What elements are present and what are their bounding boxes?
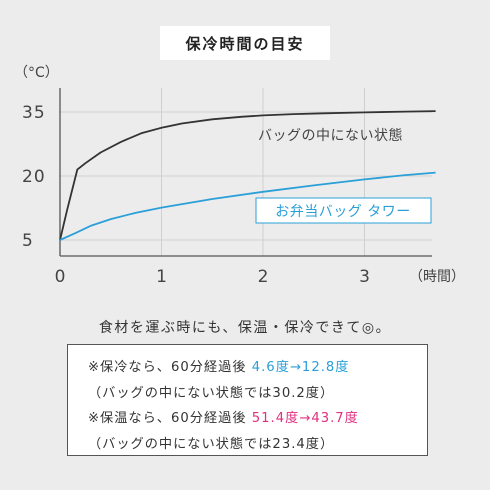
axis-tick-labels: 5 20 35 0 1 2 3 （時間） (22, 103, 465, 287)
y-tick-label: 20 (22, 167, 46, 187)
notes-box: ※保冷なら、60分経過後 4.6度→12.8度 （バッグの中にない状態では30.… (67, 344, 428, 456)
x-tick-label: 1 (156, 267, 167, 287)
series-line-bento-bag-tower (59, 171, 436, 241)
x-tick-label: 0 (55, 267, 66, 287)
x-tick-label: 2 (258, 267, 269, 287)
y-axis-unit-label: （°C） (14, 65, 59, 81)
y-tick-label: 35 (22, 103, 46, 123)
note-warm-comparison: （バッグの中にない状態では23.4度） (88, 436, 335, 452)
note-cold-value: 4.6度→12.8度 (251, 360, 350, 375)
series-lines (59, 110, 436, 241)
note-warm-prefix: ※保温なら、60分経過後 (88, 411, 252, 426)
x-axis-unit-label: （時間） (409, 269, 465, 285)
series-label-box (255, 197, 432, 224)
series-line-bag-absent (59, 110, 436, 241)
chart-title: 保冷時間の目安 (160, 26, 330, 60)
grid-lines (60, 88, 432, 256)
caption-text: 食材を運ぶ時にも、保温・保冷できて◎。 (98, 320, 392, 336)
note-cold-comparison: （バッグの中にない状態では30.2度） (88, 385, 335, 401)
series-label-bento-bag-tower: お弁当バッグ タワー (275, 204, 410, 220)
note-cold-line: ※保冷なら、60分経過後 4.6度→12.8度 (88, 355, 427, 381)
y-tick-label: 5 (22, 231, 34, 251)
series-label-box-bento: お弁当バッグ タワー (255, 197, 432, 224)
axes (59, 88, 432, 257)
note-warm-line: ※保温なら、60分経過後 51.4度→43.7度 (88, 406, 427, 432)
series-label-bag-absent: バッグの中にない状態 (258, 128, 403, 144)
x-tick-label: 3 (359, 267, 370, 287)
note-warm-value: 51.4度→43.7度 (251, 411, 359, 426)
note-cold-prefix: ※保冷なら、60分経過後 (88, 360, 252, 375)
